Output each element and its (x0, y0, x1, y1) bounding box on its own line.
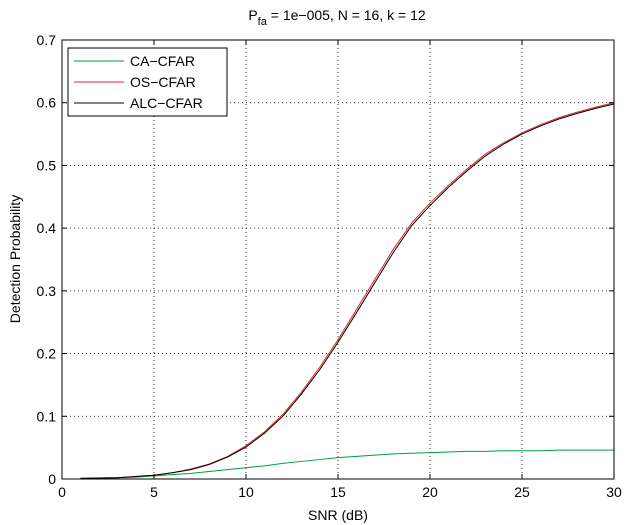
y-tick-label: 0.5 (37, 157, 57, 173)
chart-title-main: P (248, 7, 257, 23)
legend-entry-ca-cfar: CA−CFAR (74, 53, 195, 69)
legend-label-os-cfar: OS−CFAR (130, 74, 196, 90)
y-tick-label: 0.1 (37, 408, 57, 424)
legend-entry-alc-cfar: ALC−CFAR (74, 95, 203, 111)
y-tick-labels: 0 0.1 0.2 0.3 0.4 0.5 0.6 0.7 (37, 32, 57, 487)
legend-label-ca-cfar: CA−CFAR (130, 53, 195, 69)
x-tick-label: 10 (238, 484, 254, 500)
y-tick-label: 0.2 (37, 346, 57, 362)
y-tick-label: 0.7 (37, 32, 57, 48)
x-tick-label: 0 (58, 484, 66, 500)
y-tick-label: 0.4 (37, 220, 57, 236)
chart-title-rest: = 1e−005, N = 16, k = 12 (267, 7, 426, 23)
chart-title-subscript: fa (258, 16, 268, 28)
y-tick-label: 0.6 (37, 95, 57, 111)
x-tick-label: 25 (514, 484, 530, 500)
series-line-ca-cfar (80, 449, 614, 479)
x-tick-labels: 0 5 10 15 20 25 30 (58, 484, 622, 500)
x-tick-label: 20 (422, 484, 438, 500)
legend-label-alc-cfar: ALC−CFAR (130, 95, 203, 111)
series-layer (80, 102, 615, 479)
series-line-alc-cfar (80, 103, 615, 479)
x-tick-label: 5 (150, 484, 158, 500)
chart-title: Pfa = 1e−005, N = 16, k = 12 (248, 7, 426, 28)
legend: CA−CFAR OS−CFAR ALC−CFAR (67, 47, 228, 117)
x-axis-label: SNR (dB) (308, 507, 368, 523)
ticks (61, 39, 615, 480)
y-axis-label: Detection Probability (7, 195, 23, 323)
x-tick-label: 30 (606, 484, 622, 500)
y-tick-label: 0 (48, 471, 56, 487)
legend-entry-os-cfar: OS−CFAR (74, 74, 196, 90)
y-tick-label: 0.3 (37, 283, 57, 299)
x-tick-label: 15 (330, 484, 346, 500)
